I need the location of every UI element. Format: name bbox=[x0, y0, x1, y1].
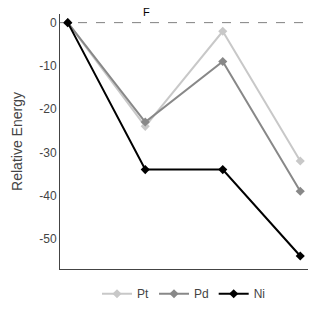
svg-text:-20: -20 bbox=[39, 102, 57, 116]
svg-text:Pd: Pd bbox=[194, 287, 209, 301]
svg-text:Relative Energy: Relative Energy bbox=[9, 92, 25, 191]
svg-text:Ni: Ni bbox=[254, 287, 265, 301]
svg-text:-50: -50 bbox=[39, 232, 57, 246]
svg-text:-30: -30 bbox=[39, 146, 57, 160]
svg-text:-10: -10 bbox=[39, 59, 57, 73]
svg-text:F: F bbox=[143, 6, 150, 18]
svg-text:0: 0 bbox=[50, 16, 57, 30]
svg-text:Pt: Pt bbox=[137, 287, 149, 301]
svg-text:-40: -40 bbox=[39, 189, 57, 203]
